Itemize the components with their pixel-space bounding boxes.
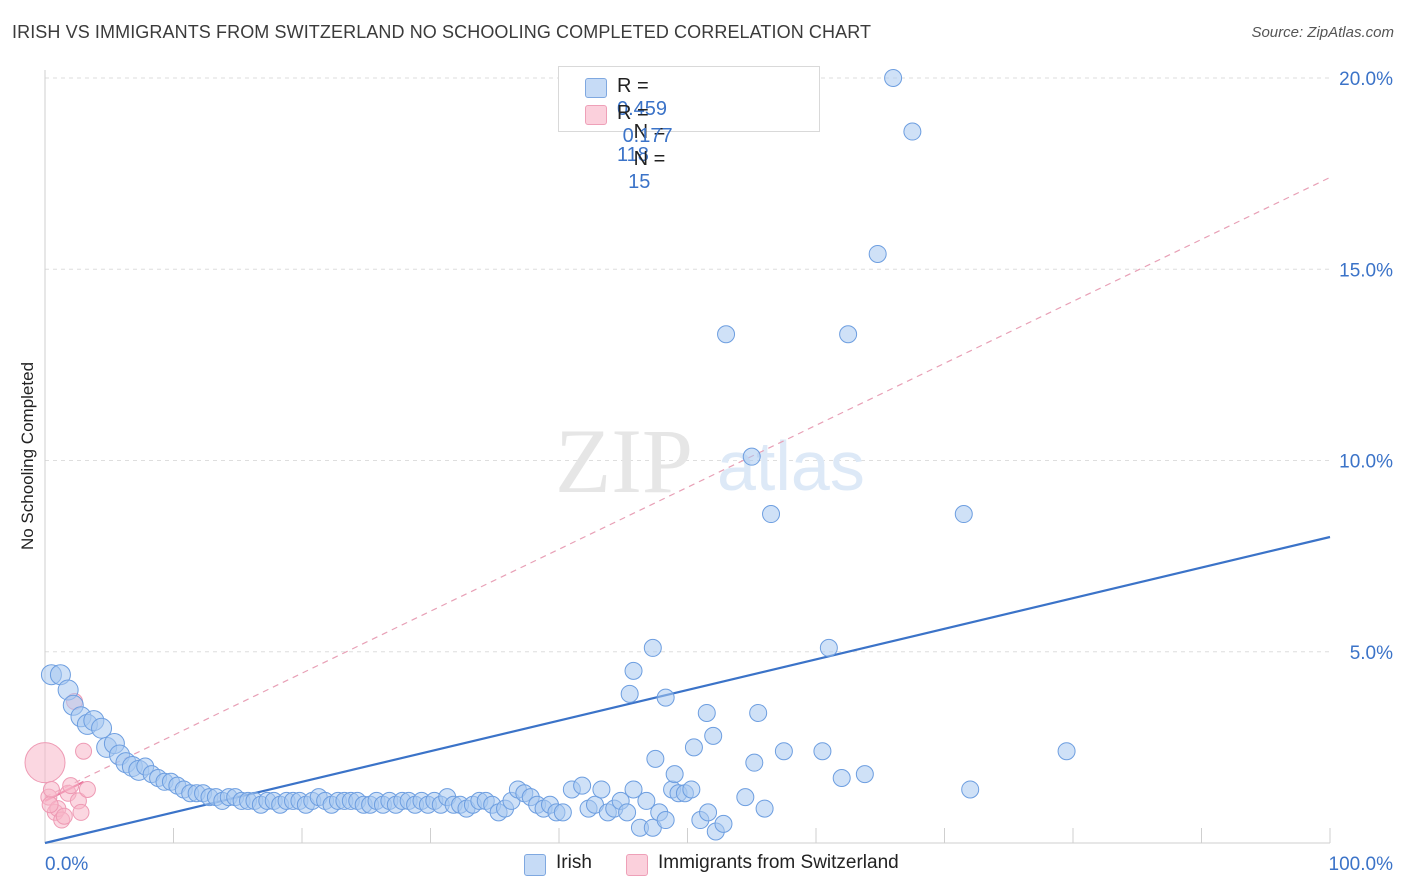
legend-swatch-swiss — [585, 105, 607, 125]
data-point-irish — [742, 447, 761, 466]
y-axis-label: No Schooling Completed — [18, 362, 37, 550]
data-point-irish — [553, 803, 572, 822]
data-point-irish — [813, 742, 832, 761]
series-irish — [40, 69, 1076, 841]
data-point-irish — [762, 505, 781, 524]
legend-n-value-irish: 118 — [617, 144, 649, 166]
watermark: ZIP atlas — [555, 410, 865, 512]
y-tick-label: 15.0% — [1339, 260, 1393, 281]
bottom-legend-swatch-irish — [524, 854, 546, 876]
data-point-swiss — [75, 742, 93, 760]
data-point-irish — [646, 749, 665, 768]
data-point-irish — [903, 122, 922, 141]
correlation-legend: R = 0.459 N = 118 R = 0.177 N = 15 — [558, 66, 820, 193]
data-point-irish — [745, 753, 764, 772]
data-point-irish — [624, 661, 643, 680]
data-point-irish — [717, 325, 736, 344]
data-point-irish — [643, 638, 662, 657]
axes — [44, 70, 1331, 844]
legend-swatch-irish — [585, 78, 607, 98]
data-point-irish — [868, 244, 887, 263]
data-point-irish — [1057, 742, 1076, 761]
data-point-irish — [684, 738, 703, 757]
data-point-irish — [704, 726, 723, 745]
data-point-irish — [656, 811, 675, 830]
bottom-legend-swatch-swiss — [626, 854, 648, 876]
data-point-irish — [832, 768, 851, 787]
data-point-irish — [637, 791, 656, 810]
data-point-irish — [736, 788, 755, 807]
data-point-irish — [592, 780, 611, 799]
data-point-swiss — [55, 807, 73, 825]
data-point-irish — [961, 780, 980, 799]
data-point-irish — [884, 69, 903, 87]
data-point-irish — [755, 799, 774, 818]
data-point-irish — [682, 780, 701, 799]
data-point-swiss — [72, 803, 90, 821]
data-point-swiss — [42, 780, 60, 798]
legend-r-value-irish: 0.459 — [617, 98, 668, 120]
bottom-legend-label-swiss: Immigrants from Switzerland — [658, 852, 899, 873]
y-tick-label: 20.0% — [1339, 69, 1393, 90]
legend-r-value-swiss: 0.177 — [622, 125, 673, 147]
data-point-irish — [699, 803, 718, 822]
data-point-irish — [656, 688, 675, 707]
legend-n-label: N = — [633, 121, 666, 143]
data-point-irish — [620, 684, 639, 703]
watermark-atlas: atlas — [717, 427, 865, 505]
legend-r-label: R = — [617, 75, 649, 97]
data-point-swiss — [62, 777, 80, 795]
data-point-irish — [774, 742, 793, 761]
data-point-irish — [839, 325, 858, 344]
x-tick-label: 0.0% — [45, 854, 88, 875]
legend-r-label: R = — [617, 102, 649, 124]
y-tick-label: 10.0% — [1339, 452, 1393, 473]
bottom-legend-label-irish: Irish — [556, 852, 592, 873]
data-point-irish — [855, 765, 874, 784]
grid — [45, 77, 1330, 653]
trend-line-swiss — [44, 176, 1331, 798]
data-point-irish — [624, 780, 643, 799]
data-point-irish — [665, 765, 684, 784]
x-tick-label: 100.0% — [1329, 854, 1394, 875]
y-tick-label: 5.0% — [1350, 643, 1393, 664]
tick-labels: 5.0% 10.0% 15.0% 20.0% 0.0% 100.0% — [45, 69, 1393, 875]
data-point-irish — [749, 703, 768, 722]
data-point-irish — [697, 703, 716, 722]
trend-line-irish — [44, 535, 1331, 845]
watermark-zip: ZIP — [555, 410, 693, 512]
data-point-irish — [618, 803, 637, 822]
legend-n-value-swiss: 15 — [628, 171, 651, 193]
data-point-swiss — [24, 742, 66, 784]
data-point-irish — [954, 505, 973, 524]
data-point-irish — [819, 638, 838, 657]
data-point-irish — [573, 776, 592, 795]
data-point-irish — [714, 814, 733, 833]
chart-source: Source: ZipAtlas.com — [1251, 24, 1394, 41]
data-point-swiss — [78, 780, 96, 798]
data-point-swiss — [41, 796, 59, 814]
chart-title: IRISH VS IMMIGRANTS FROM SWITZERLAND NO … — [12, 22, 872, 42]
series-swiss — [24, 692, 96, 829]
legend-n-label: N = — [633, 148, 666, 170]
